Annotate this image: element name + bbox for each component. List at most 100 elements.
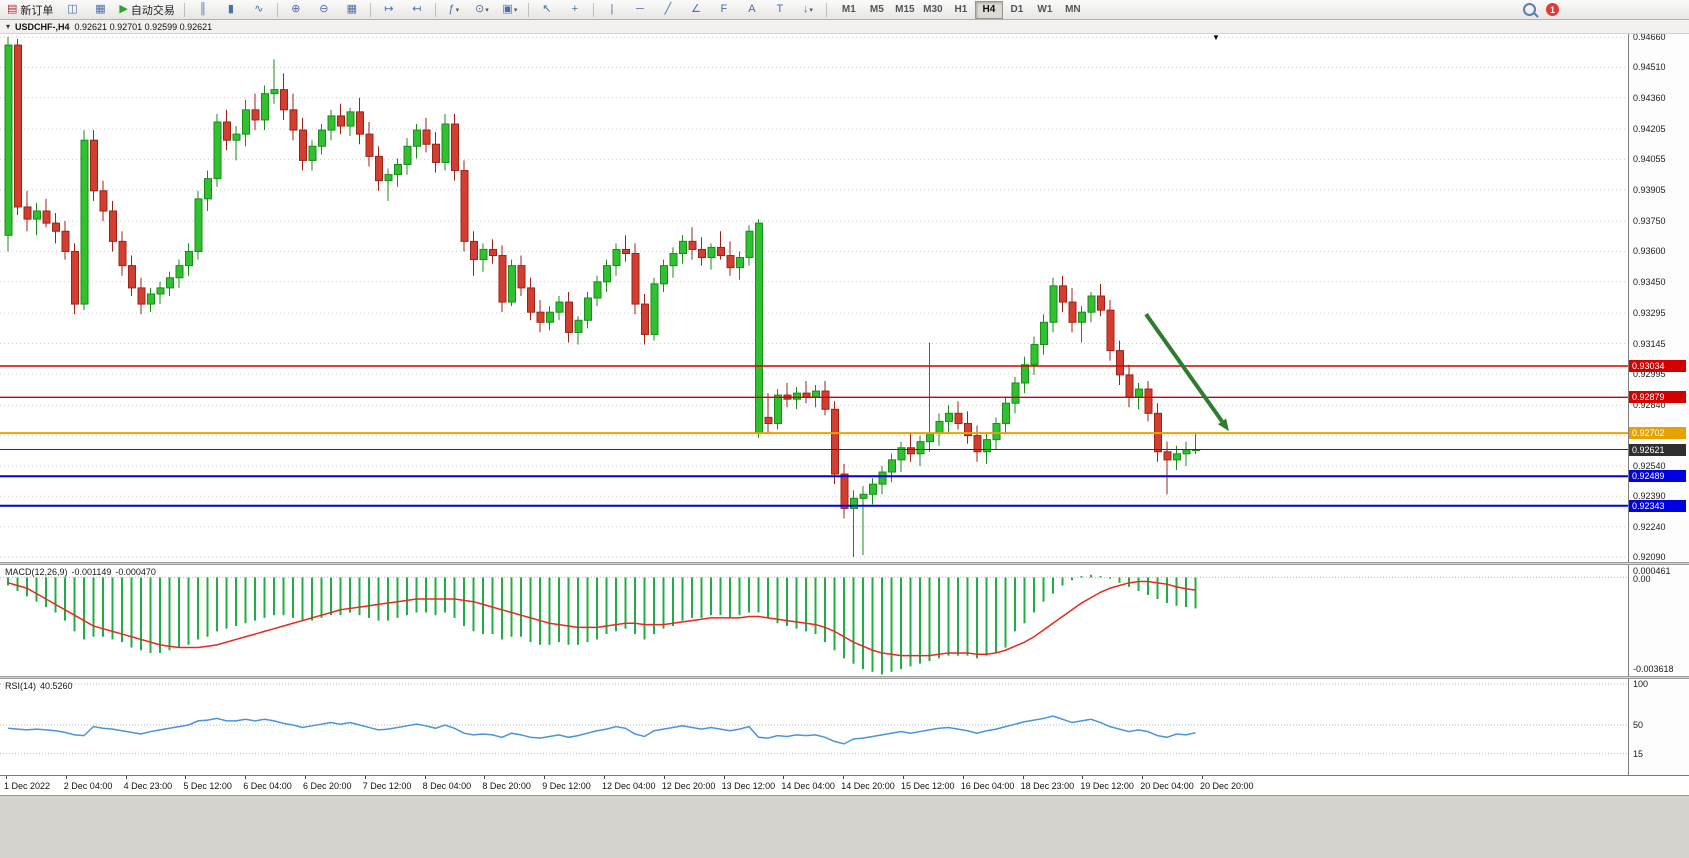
- zoom-out-icon: ⊖: [319, 3, 329, 15]
- horizontal-line-button[interactable]: ─: [627, 0, 653, 19]
- rsi-scale-label: 15: [1633, 748, 1644, 759]
- toolbar-separator: [183, 2, 185, 17]
- time-axis-tick: [6, 776, 7, 779]
- price-scale-label: 0.94360: [1633, 92, 1666, 103]
- equidistant-channel-button[interactable]: ∠: [683, 0, 709, 19]
- price-scale-label: 0.94660: [1633, 32, 1666, 42]
- toolbar-separator: [825, 2, 827, 17]
- chart-window: ▾ USDCHF-,H4 0.92621 0.92701 0.92599 0.9…: [0, 20, 1689, 795]
- timeframe-m5-button[interactable]: M5: [869, 4, 884, 15]
- timeframe-d1-button[interactable]: D1: [1010, 4, 1024, 15]
- time-axis-label: 18 Dec 23:00: [1020, 781, 1075, 791]
- toolbar-separator: [434, 2, 436, 17]
- zoom-in-button[interactable]: ⊕: [283, 0, 309, 19]
- time-axis-label: 19 Dec 12:00: [1080, 781, 1134, 791]
- indicators-button[interactable]: ƒ ▾: [441, 0, 467, 19]
- price-line-tag: 0.93034: [1629, 359, 1686, 372]
- bar-chart-button[interactable]: ║: [190, 0, 216, 19]
- trend-arrow-annotation[interactable]: [1144, 313, 1229, 432]
- time-axis-tick: [1022, 776, 1024, 779]
- periods-icon: ⊙: [475, 3, 485, 15]
- price-scale-label: 0.92995: [1633, 368, 1666, 379]
- time-axis-tick: [125, 776, 127, 779]
- time-axis-tick: [245, 776, 247, 779]
- time-axis-label: 6 Dec 20:00: [303, 781, 352, 791]
- candlestick-chart-button[interactable]: ▮: [218, 0, 244, 19]
- price-axis[interactable]: [1628, 34, 1689, 775]
- time-axis-tick: [903, 776, 904, 779]
- data-window-button[interactable]: ▦: [87, 0, 113, 19]
- time-axis-label: 1 Dec 2022: [4, 781, 51, 791]
- zoom-in-icon: ⊕: [291, 3, 301, 15]
- price-scale-label: 0.92090: [1633, 552, 1666, 562]
- price-scale-label: 0.94205: [1633, 124, 1666, 135]
- auto-scroll-button[interactable]: ↦: [376, 0, 402, 19]
- time-axis-label: 14 Dec 04:00: [781, 781, 835, 791]
- trendline-button[interactable]: ╱: [655, 0, 681, 19]
- grid-layer: [0, 36, 1628, 558]
- chart-title-symbol: USDCHF-,H4: [15, 21, 70, 32]
- text-button[interactable]: A: [739, 0, 765, 19]
- time-axis-tick: [723, 776, 725, 779]
- tile-windows-button[interactable]: ▦: [339, 0, 365, 19]
- time-axis-label: 6 Dec 04:00: [243, 781, 292, 791]
- price-scale-label: 0.93905: [1633, 184, 1666, 195]
- rsi-value: 40.5260: [40, 681, 73, 691]
- text-label-button[interactable]: T: [767, 0, 793, 19]
- cursor-button[interactable]: ↖: [534, 0, 560, 19]
- new-order-button[interactable]: ▤ 新订单: [3, 0, 57, 19]
- price-scale-label: 0.94510: [1633, 62, 1666, 73]
- zoom-out-button[interactable]: ⊖: [311, 0, 337, 19]
- time-axis-tick: [604, 776, 605, 779]
- chart-menu-icon[interactable]: ▾: [6, 22, 11, 31]
- macd-signal-value: -0.000470: [115, 567, 156, 577]
- time-axis-tick: [185, 776, 187, 779]
- notifications-badge[interactable]: 1: [1546, 3, 1559, 16]
- indicators-icon: ƒ: [448, 3, 455, 15]
- arrows-button[interactable]: ↓ ▾: [795, 0, 821, 19]
- new-order-icon: ▤: [7, 3, 18, 15]
- search-icon[interactable]: [1523, 3, 1539, 18]
- timeframe-m30-button[interactable]: M30: [923, 4, 943, 15]
- timeframe-m1-button[interactable]: M1: [841, 4, 856, 15]
- auto-trading-button-label: 自动交易: [130, 4, 175, 17]
- vertical-line-icon: |: [610, 3, 614, 15]
- templates-button[interactable]: ▣ ▾: [497, 0, 523, 19]
- toolbar-right: 1: [1523, 3, 1559, 18]
- time-axis-label: 20 Dec 20:00: [1200, 781, 1254, 791]
- toolbar-button-groups: ▤ 新订单 ◫ ▦ ▶ 自动交易 ║ ▮ ∿ ⊕ ⊖ ▦ ↦ ↤ ƒ ▾ ⊙ ▾ ▣ ▾ ↖ + | ─ ╱ ∠ F A T ↓ ▾: [2, 0, 822, 19]
- panel-splitter[interactable]: [0, 562, 1689, 565]
- price-scale-label: 0.92390: [1633, 491, 1666, 502]
- vertical-line-button[interactable]: |: [599, 0, 625, 19]
- bar-chart-icon: ║: [198, 3, 207, 15]
- time-axis-label: 7 Dec 12:00: [362, 781, 412, 791]
- time-axis-tick: [1202, 776, 1203, 779]
- timeframe-h4-button[interactable]: H4: [974, 0, 1003, 19]
- price-scale-label: 0.93750: [1633, 216, 1666, 227]
- timeframe-m15-button[interactable]: M15: [895, 4, 915, 15]
- time-axis-tick: [663, 776, 665, 779]
- time-axis-label: 12 Dec 20:00: [661, 781, 716, 791]
- chevron-down-icon: ▾: [513, 6, 518, 14]
- charts-grid-button[interactable]: ◫: [59, 0, 85, 19]
- price-scale-label: 0.92240: [1633, 521, 1666, 532]
- timeframe-h1-button[interactable]: H1: [954, 4, 968, 15]
- rsi-scale-label: 50: [1633, 720, 1644, 730]
- fibonacci-button[interactable]: F: [711, 0, 737, 19]
- timeframe-w1-button[interactable]: W1: [1037, 4, 1053, 15]
- rsi-name: RSI(14): [5, 681, 37, 691]
- timeframe-mn-button[interactable]: MN: [1065, 4, 1081, 15]
- periods-button[interactable]: ⊙ ▾: [469, 0, 495, 19]
- chart-titlebar[interactable]: ▾ USDCHF-,H4 0.92621 0.92701 0.92599 0.9…: [0, 20, 1689, 34]
- auto-trading-button[interactable]: ▶ 自动交易: [115, 0, 178, 19]
- chart-shift-button[interactable]: ↤: [404, 0, 430, 19]
- line-chart-button[interactable]: ∿: [246, 0, 272, 19]
- macd-histogram: [7, 574, 1197, 675]
- macd-main-value: -0.001149: [71, 567, 112, 577]
- scroll-to-end-marker[interactable]: ▼: [1212, 33, 1220, 42]
- time-axis-label: 20 Dec 04:00: [1140, 781, 1194, 791]
- time-axis[interactable]: 1 Dec 2022 2 Dec 04:00 4 Dec 23:00 5 Dec 12…: [0, 775, 1689, 795]
- crosshair-button[interactable]: +: [562, 0, 588, 19]
- panel-splitter[interactable]: [0, 676, 1689, 679]
- rsi-line: [7, 715, 1196, 745]
